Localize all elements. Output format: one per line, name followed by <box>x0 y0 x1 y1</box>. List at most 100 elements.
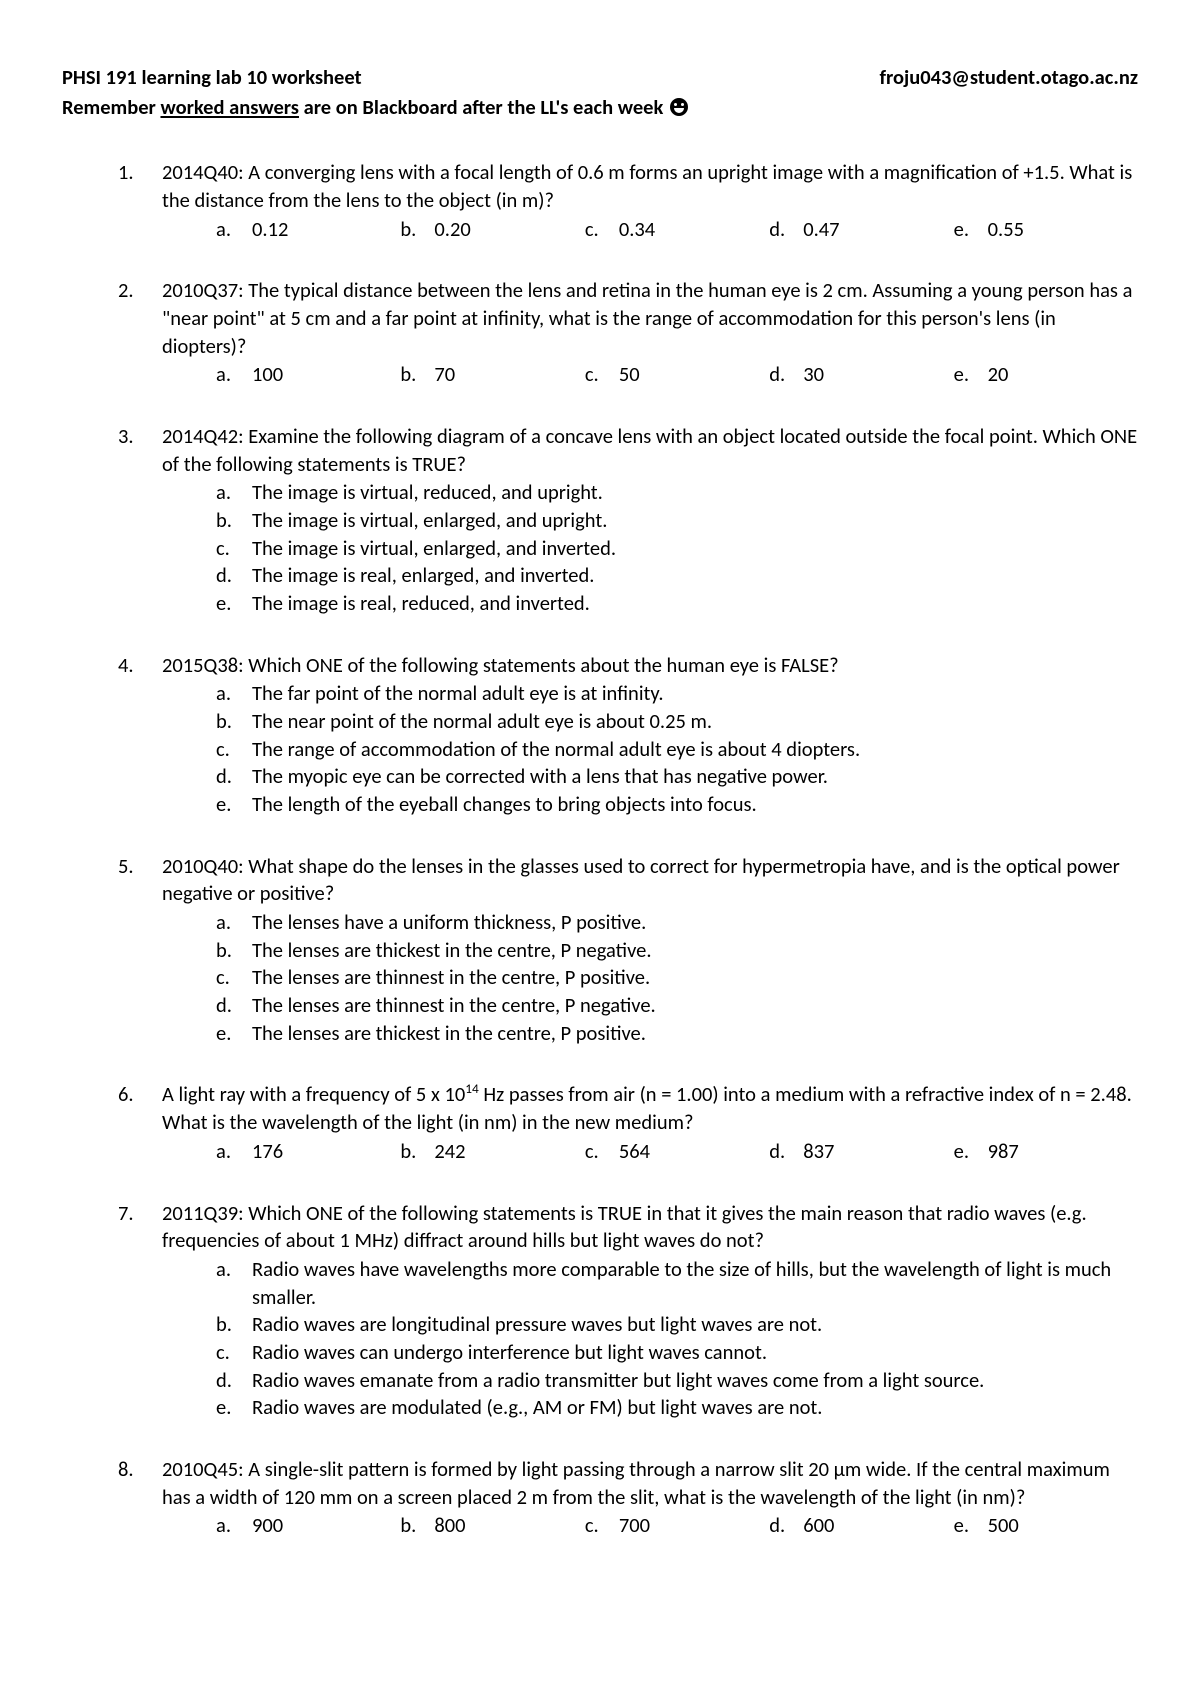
choice-letter: c. <box>585 216 619 244</box>
choice-text: The image is virtual, enlarged, and upri… <box>252 507 1138 535</box>
choice-value: 50 <box>619 361 640 387</box>
sub-underlined: worked answers <box>160 94 299 120</box>
choice-letter: e. <box>954 1512 988 1540</box>
subheader: Remember worked answers are on Blackboar… <box>62 94 1138 122</box>
choice-letter: b. <box>400 216 434 244</box>
choice-a: a.Radio waves have wavelengths more comp… <box>216 1256 1138 1311</box>
question-text: 2010Q45: A single-slit pattern is formed… <box>162 1456 1138 1511</box>
choice-text: The lenses are thickest in the centre, P… <box>252 1020 1138 1048</box>
choice-c: c.Radio waves can undergo interference b… <box>216 1339 1138 1367</box>
question-number: 8. <box>118 1456 134 1484</box>
choice-letter: c. <box>216 1339 252 1367</box>
choice-value: 20 <box>988 361 1009 387</box>
choice-letter: a. <box>216 361 252 389</box>
choice-d: d.The lenses are thinnest in the centre,… <box>216 992 1138 1020</box>
choice-text: The lenses are thickest in the centre, P… <box>252 937 1138 965</box>
choice-letter: b. <box>216 507 252 535</box>
choice-c: c.50 <box>585 361 769 389</box>
choice-value: 100 <box>252 361 283 387</box>
choice-letter: d. <box>769 361 803 389</box>
choices-row: a.176b.242c.564d.837e.987 <box>162 1138 1138 1166</box>
choice-letter: c. <box>216 535 252 563</box>
choice-d: d.0.47 <box>769 216 953 244</box>
choice-letter: d. <box>216 562 252 590</box>
choice-b: b.The image is virtual, enlarged, and up… <box>216 507 1138 535</box>
choice-letter: e. <box>216 1020 252 1048</box>
sub-prefix: Remember <box>62 94 160 120</box>
choice-letter: b. <box>216 937 252 965</box>
question-number: 3. <box>118 423 134 451</box>
question: 8. 2010Q45: A single-slit pattern is form… <box>62 1456 1138 1540</box>
question: 4.2015Q38: Which ONE of the following st… <box>62 652 1138 819</box>
choice-letter: e. <box>954 1138 988 1166</box>
choice-letter: d. <box>769 1512 803 1540</box>
choice-e: e.The lenses are thickest in the centre,… <box>216 1020 1138 1048</box>
choice-value: 30 <box>803 361 824 387</box>
choice-a: a.The lenses have a uniform thickness, P… <box>216 909 1138 937</box>
question-text: 2011Q39: Which ONE of the following stat… <box>162 1200 1138 1255</box>
question: 1.2014Q40: A converging lens with a foca… <box>62 159 1138 243</box>
choice-d: d.30 <box>769 361 953 389</box>
choice-letter: a. <box>216 216 252 244</box>
choice-a: a.176 <box>216 1138 400 1166</box>
sub-suffix: are on Blackboard after the LL's each we… <box>299 94 668 120</box>
choice-value: 176 <box>252 1138 283 1164</box>
choice-letter: c. <box>585 1512 619 1540</box>
question-text: 2010Q37: The typical distance between th… <box>162 277 1138 360</box>
choice-text: The image is real, reduced, and inverted… <box>252 590 1138 618</box>
choice-e: e.0.55 <box>954 216 1138 244</box>
choices-row: a.900b.800c.700d.600e.500 <box>162 1512 1138 1540</box>
choice-a: a.The image is virtual, reduced, and upr… <box>216 479 1138 507</box>
choice-value: 500 <box>988 1512 1019 1538</box>
choice-letter: e. <box>954 216 988 244</box>
choice-a: a.900 <box>216 1512 400 1540</box>
choice-letter: d. <box>216 992 252 1020</box>
choice-c: c.The image is virtual, enlarged, and in… <box>216 535 1138 563</box>
choice-text: Radio waves are longitudinal pressure wa… <box>252 1311 1138 1339</box>
header-right: froju043@student.otago.ac.nz <box>879 64 1138 92</box>
choice-letter: d. <box>216 1367 252 1395</box>
choice-value: 564 <box>619 1138 650 1164</box>
choice-letter: e. <box>954 361 988 389</box>
choice-letter: a. <box>216 680 252 708</box>
choice-value: 837 <box>803 1138 834 1164</box>
choice-letter: b. <box>216 1311 252 1339</box>
choice-text: Radio waves are modulated (e.g., AM or F… <box>252 1394 1138 1422</box>
choice-d: d.The myopic eye can be corrected with a… <box>216 763 1138 791</box>
question-number: 2. <box>118 277 134 305</box>
choices-list: a.The far point of the normal adult eye … <box>162 680 1138 818</box>
choice-letter: a. <box>216 1512 252 1540</box>
choice-letter: c. <box>585 361 619 389</box>
choice-value: 987 <box>988 1138 1019 1164</box>
question-number: 4. <box>118 652 134 680</box>
choice-text: The myopic eye can be corrected with a l… <box>252 763 1138 791</box>
choice-letter: e. <box>216 791 252 819</box>
choice-value: 0.12 <box>252 216 288 242</box>
choice-letter: b. <box>400 1512 434 1540</box>
choice-d: d.Radio waves emanate from a radio trans… <box>216 1367 1138 1395</box>
choice-value: 70 <box>434 361 455 387</box>
choice-d: d.600 <box>769 1512 953 1540</box>
choice-b: b.0.20 <box>400 216 584 244</box>
choices-list: a.The lenses have a uniform thickness, P… <box>162 909 1138 1047</box>
choice-value: 800 <box>434 1512 465 1538</box>
choice-value: 0.34 <box>619 216 655 242</box>
choice-text: Radio waves have wavelengths more compar… <box>252 1256 1138 1311</box>
question-number: 6. <box>118 1081 134 1109</box>
question: 6.A light ray with a frequency of 5 x 10… <box>62 1081 1138 1165</box>
question-number: 5. <box>118 853 134 881</box>
choice-text: The range of accommodation of the normal… <box>252 736 1138 764</box>
choice-value: 0.47 <box>803 216 839 242</box>
choice-text: The image is real, enlarged, and inverte… <box>252 562 1138 590</box>
choice-letter: a. <box>216 479 252 507</box>
choice-letter: d. <box>769 216 803 244</box>
choice-c: c.The lenses are thinnest in the centre,… <box>216 964 1138 992</box>
choice-letter: b. <box>400 361 434 389</box>
choice-value: 0.20 <box>434 216 470 242</box>
header-row: PHSI 191 learning lab 10 worksheet froju… <box>62 64 1138 92</box>
question-text: 2014Q42: Examine the following diagram o… <box>162 423 1138 478</box>
choice-b: b.242 <box>400 1138 584 1166</box>
question: 7.2011Q39: Which ONE of the following st… <box>62 1200 1138 1422</box>
choice-letter: a. <box>216 1138 252 1166</box>
choice-letter: a. <box>216 1256 252 1311</box>
